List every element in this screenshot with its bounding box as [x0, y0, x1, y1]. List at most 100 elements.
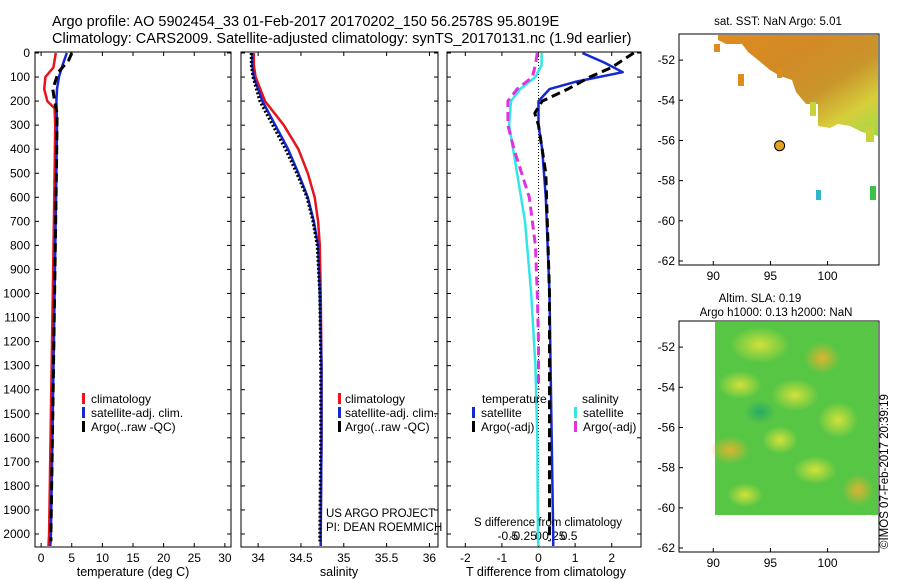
series-line-temperature-satellite [537, 52, 624, 546]
difference-depth-ticks [447, 52, 641, 535]
series-line-satellite-adj-clim [250, 53, 323, 546]
x-tick-label: 10 [96, 551, 110, 565]
x-tick-label: 2 [608, 551, 615, 565]
sla-anomaly [718, 371, 762, 399]
temperature-series [42, 52, 74, 547]
legend-title-salinity: salinity [582, 392, 619, 406]
x-tick-label: 35.5 [375, 551, 399, 565]
depth-tick-label: 1800 [3, 479, 30, 493]
depth-tick-label: 1400 [3, 383, 30, 397]
sst-patch [810, 102, 816, 116]
sla-anomaly [818, 402, 858, 438]
series-line-salinity-satellite [507, 53, 543, 547]
x-tick-label: -2 [460, 551, 471, 565]
lat-tick-label: -62 [658, 254, 676, 268]
depth-tick-label: 700 [10, 214, 30, 228]
x-tick-label: 35 [337, 551, 351, 565]
s-diff-tick-label: -0.25 [510, 529, 538, 543]
x-tick-label: 1 [572, 551, 579, 565]
lon-tick-label: 100 [818, 269, 838, 283]
salinity-legend: climatology satellite-adj. clim. Argo(..… [338, 392, 437, 434]
t-difference-x-axis: -2 -1 0 1 2 [460, 52, 615, 565]
x-tick-label: 5 [68, 551, 75, 565]
sla-anomaly [762, 426, 798, 454]
lon-tick-label: 95 [764, 556, 778, 570]
legend-label-satellite-adj: satellite-adj. clim. [91, 406, 183, 420]
legend-label-temp-argo: Argo(-adj) [481, 420, 534, 434]
lon-tick-label: 95 [764, 269, 778, 283]
sst-map-axes: 90 95 100 -52 -54 -56 -58 -60 -62 [658, 53, 838, 283]
sla-anomaly [727, 483, 763, 507]
depth-tick-label: 0 [23, 46, 30, 60]
legend-label-sal-argo: Argo(-adj) [583, 420, 636, 434]
legend-label-argo: Argo(..raw -QC) [345, 420, 430, 434]
lat-tick-label: -54 [658, 380, 676, 394]
sla-anomaly [793, 456, 837, 484]
legend-label-temp-satellite: satellite [481, 406, 522, 420]
temperature-depth-axis: 0 100 200 300 400 500 600 700 800 900 1000 1100 1200… [3, 46, 231, 541]
legend-swatch-sal-argo [574, 421, 577, 432]
depth-tick-label: 1900 [3, 503, 30, 517]
s-diff-tick-label: -0.5 [498, 529, 519, 543]
x-tick-label: 20 [157, 551, 171, 565]
depth-tick-label: 1000 [3, 287, 30, 301]
legend-swatch-sal-satellite [574, 407, 577, 418]
x-tick-label: 15 [126, 551, 140, 565]
x-tick-label: 0 [38, 551, 45, 565]
salinity-axis-label: salinity [320, 565, 359, 579]
sst-patch [866, 126, 874, 142]
depth-tick-label: 1300 [3, 359, 30, 373]
lat-tick-label: -60 [658, 501, 676, 515]
temperature-axis-label: temperature (deg C) [77, 565, 190, 579]
lat-tick-label: -62 [658, 541, 676, 555]
depth-tick-label: 1500 [3, 407, 30, 421]
legend-swatch-climatology [338, 393, 341, 404]
figure-title-line1: Argo profile: AO 5902454_33 01-Feb-2017 … [52, 14, 559, 30]
depth-tick-label: 800 [10, 238, 30, 252]
depth-tick-label: 600 [10, 190, 30, 204]
legend-label-climatology: climatology [91, 392, 151, 406]
sla-anomaly [842, 474, 874, 506]
sst-field-area [718, 35, 878, 136]
sla-map-subtitle: Argo h1000: 0.13 h2000: NaN [700, 307, 853, 319]
lat-tick-label: -58 [658, 174, 676, 188]
legend-label-sal-satellite: satellite [583, 406, 624, 420]
depth-tick-label: 1200 [3, 335, 30, 349]
sla-anomaly [804, 342, 840, 374]
salinity-series [249, 53, 323, 546]
legend-swatch-temp-satellite [472, 407, 475, 418]
legend-swatch-satellite-adj [338, 407, 341, 418]
imos-watermark: ©IMOS 07-Feb-2017 20:39:19 [879, 394, 891, 549]
depth-tick-label: 400 [10, 142, 30, 156]
x-tick-label: 34 [251, 551, 265, 565]
depth-tick-label: 500 [10, 166, 30, 180]
legend-label-argo: Argo(..raw -QC) [91, 420, 176, 434]
lat-tick-label: -58 [658, 461, 676, 475]
sla-anomaly [710, 436, 750, 464]
sst-patch [777, 68, 782, 78]
s-diff-tick-label: 0.5 [561, 529, 578, 543]
depth-tick-label: 2000 [3, 527, 30, 541]
lat-tick-label: -56 [658, 133, 676, 147]
x-tick-label: 25 [188, 551, 202, 565]
x-tick-label: 34.5 [289, 551, 313, 565]
sla-field [710, 322, 878, 515]
sst-patch [870, 186, 876, 200]
depth-tick-label: 300 [10, 118, 30, 132]
lat-tick-label: -54 [658, 93, 676, 107]
temperature-x-axis: 0 5 10 15 20 25 30 [38, 52, 232, 565]
series-line-argo-raw-qc [249, 53, 323, 542]
legend-swatch-temp-argo [472, 421, 475, 432]
temperature-legend: climatology satellite-adj. clim. Argo(..… [82, 392, 183, 434]
depth-tick-label: 1100 [4, 311, 30, 325]
sst-patch [816, 190, 821, 200]
series-line-salinity-argo-adj [506, 52, 540, 390]
difference-legend: temperature salinity satellite Argo(-adj… [472, 392, 636, 434]
x-tick-label: 36 [423, 551, 437, 565]
credit-project: US ARGO PROJECT [326, 508, 435, 520]
lat-tick-label: -52 [658, 340, 676, 354]
legend-label-satellite-adj: satellite-adj. clim. [345, 406, 437, 420]
temperature-panel-frame [34, 51, 232, 548]
t-difference-axis-label: T difference from climatology [466, 565, 627, 579]
lon-tick-label: 90 [707, 269, 721, 283]
